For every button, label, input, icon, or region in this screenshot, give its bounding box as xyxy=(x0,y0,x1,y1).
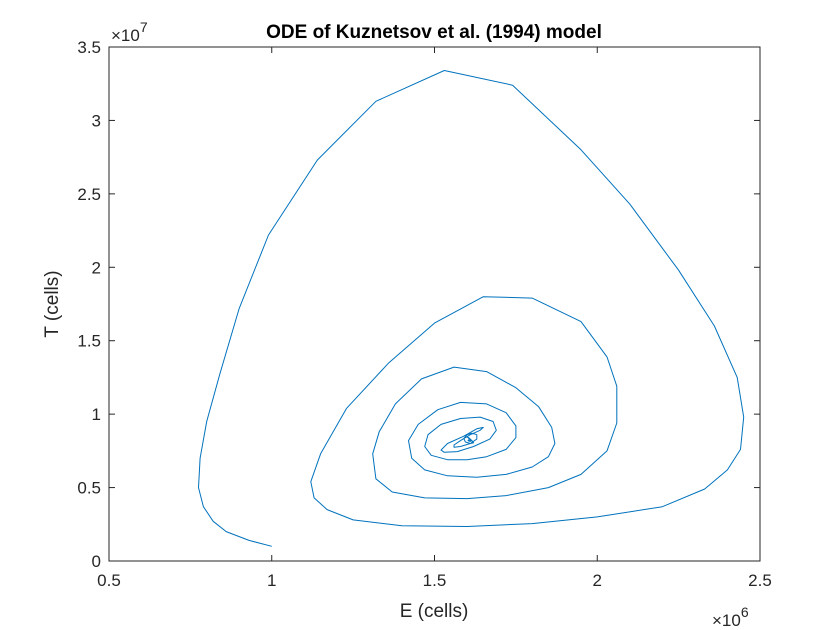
series-layer xyxy=(198,70,745,547)
y-tick-label: 3.5 xyxy=(77,38,101,57)
y-axis-label: T (cells) xyxy=(42,270,63,337)
x-tick-label: 2 xyxy=(593,571,602,590)
y-tick-label: 0.5 xyxy=(77,479,101,498)
y-exponent-label: ×107 xyxy=(111,19,148,45)
y-axis-ticks: 0 0.5 1 1.5 2 2.5 3 3.5 xyxy=(77,38,760,571)
y-tick-label: 3 xyxy=(92,111,101,130)
plot-area xyxy=(108,46,761,562)
x-tick-label: 0.5 xyxy=(97,571,121,590)
y-tick-label: 0 xyxy=(92,552,101,571)
x-tick-label: 2.5 xyxy=(748,571,772,590)
x-tick-label: 1.5 xyxy=(423,571,447,590)
x-exponent-power: 6 xyxy=(741,604,749,620)
x-exponent-base: ×10 xyxy=(712,611,741,630)
axes-background xyxy=(109,47,760,561)
x-axis-label: E (cells) xyxy=(400,601,469,622)
y-exponent-power: 7 xyxy=(140,19,148,35)
y-exponent-base: ×10 xyxy=(111,26,140,45)
y-tick-label: 2 xyxy=(92,258,101,277)
x-axis-ticks: 0.5 1 1.5 2 2.5 xyxy=(97,47,772,590)
y-tick-label: 1.5 xyxy=(77,332,101,351)
y-tick-label: 2.5 xyxy=(77,185,101,204)
x-exponent-label: ×106 xyxy=(712,604,749,630)
x-tick-label: 1 xyxy=(267,571,276,590)
y-tick-label: 1 xyxy=(92,405,101,424)
series-line-trajectory xyxy=(198,70,745,547)
chart-title: ODE of Kuznetsov et al. (1994) model xyxy=(266,22,602,43)
